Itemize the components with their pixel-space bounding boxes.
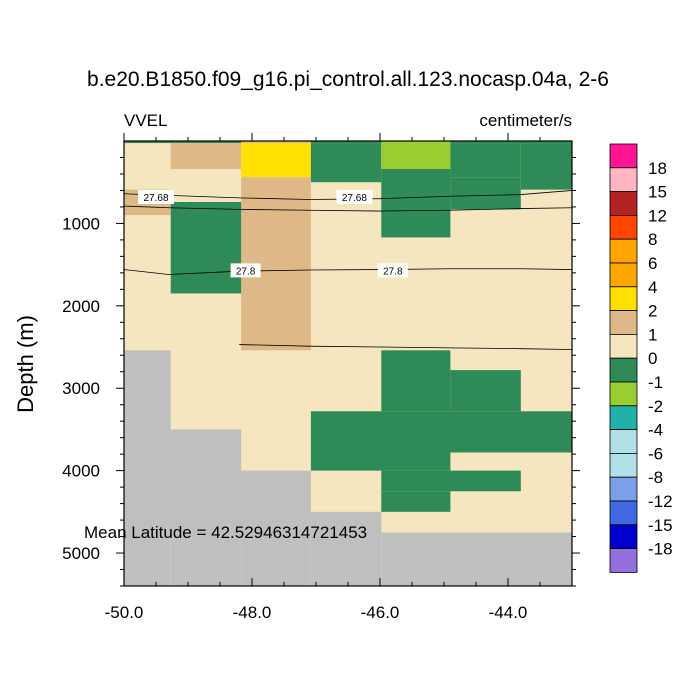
colorbar-swatch [609, 429, 638, 454]
heatmap-cell [381, 350, 451, 412]
contour-label-box [336, 190, 373, 205]
colorbar-label: -15 [648, 516, 673, 535]
colorbar-swatch [609, 286, 638, 311]
colorbar-swatch [609, 357, 638, 383]
contour-label-box [138, 190, 174, 205]
heatmap-cell [450, 177, 521, 210]
colorbar-swatch [609, 262, 638, 288]
y-axis-label: Depth (m) [13, 315, 38, 413]
y-tick-label: 4000 [62, 462, 100, 481]
heatmap-cell [450, 143, 521, 178]
contour-label: 27.68 [143, 193, 168, 204]
colorbar-label: 2 [648, 302, 657, 321]
heatmap-cell [520, 143, 572, 190]
colorbar-swatch [609, 476, 638, 502]
contour-line [239, 344, 573, 350]
contour-label: 27.68 [342, 193, 367, 204]
colorbar-swatch [609, 405, 638, 430]
colorbar-label: 6 [648, 254, 657, 273]
variable-label: VVEL [124, 111, 167, 130]
colorbar-swatch [609, 333, 638, 359]
heatmap-cell [124, 141, 572, 144]
contour-label-box [230, 263, 261, 278]
mean-latitude-annotation: Mean Latitude = 42.52946314721453 [84, 523, 367, 542]
colorbar-label: 8 [648, 230, 657, 249]
colorbar-label: -1 [648, 373, 663, 392]
colorbar-swatch [609, 167, 638, 193]
heatmap-cell [241, 470, 311, 586]
colorbar-swatch [609, 214, 638, 240]
heatmap-cell [241, 141, 311, 144]
colorbar-label: 4 [648, 278, 657, 297]
contour-line [123, 268, 573, 275]
contour-label: 27.8 [236, 266, 256, 277]
x-tick-label: -50.0 [105, 603, 144, 622]
heatmap-cell [170, 143, 242, 170]
x-tick-label: -46.0 [361, 603, 400, 622]
colorbar-swatch [609, 381, 638, 407]
colorbar-swatch [609, 310, 638, 335]
heatmap-cell [310, 411, 572, 453]
colorbar-swatch [609, 191, 638, 216]
heatmap-cell [310, 143, 382, 183]
heatmap-cell [381, 141, 451, 144]
colorbar-label: 18 [648, 159, 667, 178]
colorbar-label: 15 [648, 183, 667, 202]
y-tick-label: 1000 [62, 214, 100, 233]
colorbar-label: -12 [648, 492, 673, 511]
x-tick-label: -48.0 [233, 603, 272, 622]
x-axis: -50.0 -48.0 -46.0 -44.0 [105, 133, 541, 622]
colorbar-swatch [609, 238, 638, 264]
colorbar-swatch [609, 548, 638, 573]
colorbar-swatch [609, 452, 638, 478]
colorbar-swatch [609, 143, 638, 169]
chart-title: b.e20.B1850.f09_g16.pi_control.all.123.n… [87, 68, 609, 91]
colorbar-swatch [609, 524, 638, 549]
contour-lines: 27.68 27.68 27.8 27.8 [123, 190, 573, 350]
heatmap-cell [170, 429, 242, 586]
colorbar-swatch [609, 500, 638, 526]
heatmap-cell [170, 201, 242, 294]
heatmap-cell [310, 511, 382, 586]
colorbar-label: 12 [648, 206, 667, 225]
units-label: centimeter/s [479, 111, 572, 130]
heatmap-cell [124, 350, 171, 586]
heatmap-cell [310, 452, 451, 471]
heatmap-cell [381, 143, 451, 170]
contour-line [123, 205, 573, 212]
colorbar-label: -18 [648, 540, 673, 559]
heatmap-cells [124, 141, 572, 586]
x-tick-label: -44.0 [489, 603, 528, 622]
heatmap-cell [381, 169, 451, 238]
colorbar-label: 1 [648, 325, 657, 344]
heatmap-cell [381, 491, 451, 512]
colorbar-label: 0 [648, 349, 657, 368]
colorbar-legend: 18 15 12 8 6 4 2 1 0 -1 -2 -4 -6 -8 -12 -15 -18 [609, 143, 673, 573]
y-tick-label: 5000 [62, 544, 100, 563]
y-axis: 1000 2000 3000 4000 5000 [62, 156, 580, 587]
colorbar-label: -4 [648, 421, 663, 440]
heatmap-cell [381, 532, 572, 586]
colorbar-label: -8 [648, 468, 663, 487]
contour-label: 27.8 [383, 266, 403, 277]
colorbar-label: -2 [648, 397, 663, 416]
y-tick-label: 3000 [62, 379, 100, 398]
colorbar-label: -6 [648, 444, 663, 463]
contour-label-box [377, 263, 408, 278]
heatmap-cell [381, 470, 521, 492]
heatmap-cell [241, 143, 311, 178]
y-tick-label: 2000 [62, 297, 100, 316]
heatmap-cell [450, 370, 521, 412]
